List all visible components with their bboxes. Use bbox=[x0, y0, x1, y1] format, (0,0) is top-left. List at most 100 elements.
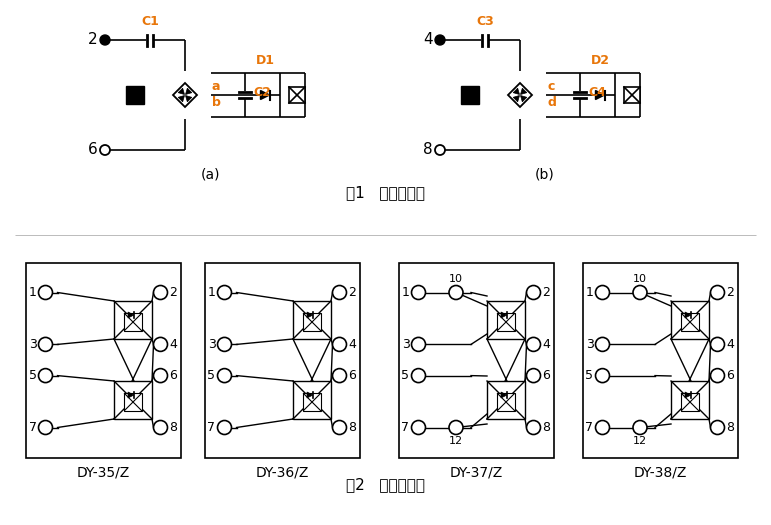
Circle shape bbox=[332, 421, 346, 435]
Text: 5: 5 bbox=[29, 369, 36, 382]
Circle shape bbox=[217, 286, 231, 299]
Text: 1: 1 bbox=[586, 286, 594, 299]
Bar bbox=[304, 393, 321, 411]
Text: 7: 7 bbox=[402, 421, 409, 434]
Circle shape bbox=[412, 421, 426, 435]
Bar bbox=[114, 381, 152, 419]
Text: D2: D2 bbox=[591, 54, 610, 67]
Text: C1: C1 bbox=[141, 15, 159, 28]
Text: 5: 5 bbox=[402, 369, 409, 382]
Circle shape bbox=[217, 421, 231, 435]
Polygon shape bbox=[508, 83, 532, 107]
Text: 8: 8 bbox=[543, 421, 550, 434]
Circle shape bbox=[435, 35, 445, 45]
Text: 4: 4 bbox=[348, 338, 356, 351]
Polygon shape bbox=[128, 392, 134, 398]
Circle shape bbox=[39, 338, 52, 351]
Bar bbox=[671, 301, 709, 339]
Circle shape bbox=[153, 338, 167, 351]
Text: 7: 7 bbox=[29, 421, 36, 434]
Bar bbox=[126, 86, 144, 104]
Text: (a): (a) bbox=[200, 167, 220, 181]
Circle shape bbox=[39, 369, 52, 383]
Text: 4: 4 bbox=[170, 338, 177, 351]
Bar bbox=[204, 262, 359, 457]
Bar bbox=[497, 393, 514, 411]
Text: 2: 2 bbox=[170, 286, 177, 299]
Circle shape bbox=[595, 421, 610, 435]
Text: DY-35/Z: DY-35/Z bbox=[76, 466, 130, 479]
Text: 8: 8 bbox=[170, 421, 177, 434]
Polygon shape bbox=[307, 392, 313, 398]
Text: 图1   内部接线图: 图1 内部接线图 bbox=[345, 185, 425, 200]
Circle shape bbox=[527, 369, 540, 383]
Bar bbox=[293, 301, 331, 339]
Bar bbox=[293, 381, 331, 419]
Polygon shape bbox=[595, 90, 604, 100]
Text: 4: 4 bbox=[726, 338, 734, 351]
Text: 5: 5 bbox=[207, 369, 216, 382]
Text: 6: 6 bbox=[726, 369, 734, 382]
Circle shape bbox=[711, 286, 725, 299]
Bar bbox=[124, 393, 142, 411]
Bar bbox=[583, 262, 738, 457]
Text: 3: 3 bbox=[207, 338, 216, 351]
Circle shape bbox=[595, 338, 610, 351]
Bar bbox=[682, 393, 699, 411]
Text: C3: C3 bbox=[476, 15, 494, 28]
Bar bbox=[671, 381, 709, 419]
Circle shape bbox=[332, 338, 346, 351]
Polygon shape bbox=[520, 96, 527, 102]
Bar bbox=[289, 87, 305, 103]
Text: 1: 1 bbox=[207, 286, 216, 299]
Text: 12: 12 bbox=[449, 436, 463, 446]
Bar bbox=[682, 313, 699, 331]
Circle shape bbox=[595, 286, 610, 299]
Text: 图2   端子接线图: 图2 端子接线图 bbox=[345, 477, 425, 492]
Text: 3: 3 bbox=[402, 338, 409, 351]
Bar bbox=[114, 301, 152, 339]
Text: 2: 2 bbox=[88, 33, 98, 47]
Circle shape bbox=[332, 286, 346, 299]
Circle shape bbox=[332, 369, 346, 383]
Text: a: a bbox=[212, 80, 221, 93]
Text: 12: 12 bbox=[633, 436, 647, 446]
Polygon shape bbox=[685, 312, 691, 318]
Text: 8: 8 bbox=[348, 421, 356, 434]
Text: 5: 5 bbox=[585, 369, 594, 382]
Text: 3: 3 bbox=[29, 338, 36, 351]
Circle shape bbox=[527, 338, 540, 351]
Text: 3: 3 bbox=[586, 338, 594, 351]
Circle shape bbox=[595, 369, 610, 383]
Circle shape bbox=[449, 286, 463, 299]
Text: 6: 6 bbox=[88, 142, 98, 158]
Circle shape bbox=[39, 421, 52, 435]
Polygon shape bbox=[501, 312, 507, 318]
Polygon shape bbox=[261, 90, 270, 100]
Text: 8: 8 bbox=[423, 142, 433, 158]
Polygon shape bbox=[173, 83, 197, 107]
Circle shape bbox=[711, 369, 725, 383]
Polygon shape bbox=[513, 96, 520, 102]
Text: d: d bbox=[547, 97, 556, 110]
Circle shape bbox=[217, 369, 231, 383]
Circle shape bbox=[527, 286, 540, 299]
Text: 4: 4 bbox=[423, 33, 433, 47]
Text: 4: 4 bbox=[543, 338, 550, 351]
Text: 10: 10 bbox=[633, 274, 647, 284]
Text: 7: 7 bbox=[207, 421, 216, 434]
Circle shape bbox=[153, 369, 167, 383]
Polygon shape bbox=[178, 96, 184, 102]
Polygon shape bbox=[307, 312, 313, 318]
Circle shape bbox=[100, 35, 110, 45]
Circle shape bbox=[412, 369, 426, 383]
Circle shape bbox=[711, 421, 725, 435]
Circle shape bbox=[633, 286, 647, 299]
Polygon shape bbox=[186, 88, 192, 94]
Circle shape bbox=[153, 286, 167, 299]
Polygon shape bbox=[513, 88, 520, 94]
Text: 2: 2 bbox=[543, 286, 550, 299]
Text: DY-38/Z: DY-38/Z bbox=[633, 466, 687, 479]
Circle shape bbox=[412, 286, 426, 299]
Bar bbox=[399, 262, 554, 457]
